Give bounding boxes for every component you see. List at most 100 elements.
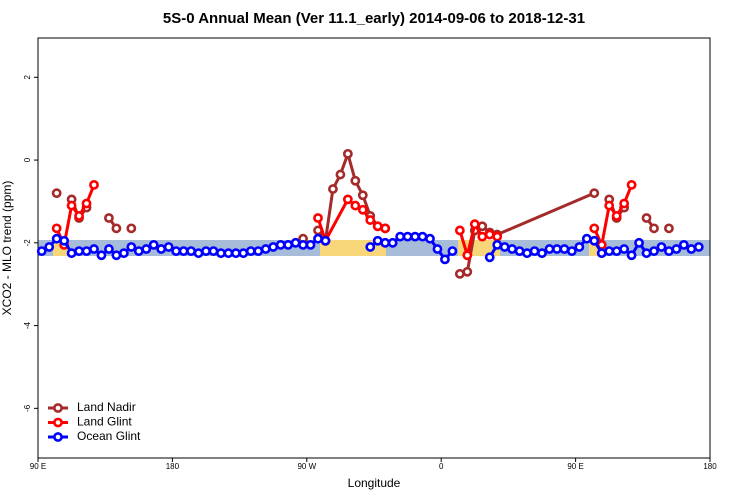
series-marker: [111, 250, 122, 261]
series-marker: [552, 244, 562, 254]
chart-title: 5S-0 Annual Mean (Ver 11.1_early) 2014-0…: [163, 10, 585, 27]
series-marker: [305, 239, 316, 250]
series-marker: [223, 248, 234, 259]
series-marker: [477, 231, 488, 242]
series-marker: [81, 246, 92, 257]
series-marker: [402, 231, 413, 242]
x-axis-label: Longitude: [348, 476, 401, 490]
y-tick-label: -4: [23, 321, 32, 329]
legend-marker: [53, 403, 63, 413]
series-marker: [51, 188, 62, 199]
series-marker: [193, 248, 204, 259]
series-marker: [126, 223, 137, 234]
series-marker: [320, 235, 331, 246]
series-marker: [537, 248, 547, 259]
series-marker: [104, 213, 114, 223]
series-marker: [581, 233, 592, 244]
series-marker: [664, 223, 674, 234]
series-marker: [74, 211, 84, 221]
series-marker: [611, 246, 622, 257]
series-marker: [298, 239, 308, 250]
series-marker: [634, 237, 644, 248]
series-marker: [357, 190, 368, 201]
series-marker: [350, 175, 361, 186]
series-marker: [454, 225, 465, 236]
series-marker: [51, 223, 62, 234]
y-tick-label: 2: [23, 75, 32, 80]
series-marker: [342, 148, 353, 159]
legend-label: Land Nadir: [77, 400, 136, 414]
series-marker: [104, 244, 114, 254]
x-tick-label: 90 E: [567, 462, 583, 471]
series-marker: [171, 246, 182, 257]
series-marker: [686, 244, 697, 254]
series-marker: [201, 246, 211, 257]
series-marker: [641, 248, 652, 259]
series-marker: [365, 215, 376, 225]
series-marker: [469, 219, 480, 230]
series-marker: [44, 242, 55, 252]
series-marker: [51, 233, 62, 244]
series-marker: [522, 248, 532, 259]
series-marker: [499, 242, 510, 252]
series-marker: [126, 242, 137, 252]
series-marker: [163, 242, 174, 252]
series-marker: [649, 246, 659, 257]
series-marker: [425, 233, 435, 244]
series-marker: [59, 235, 70, 246]
series-marker: [357, 204, 368, 215]
series-marker: [372, 235, 383, 246]
series-marker: [313, 213, 323, 223]
series-marker: [89, 179, 99, 190]
series-marker: [604, 200, 615, 211]
series-marker: [619, 198, 630, 209]
series-marker: [596, 248, 607, 259]
series-marker: [678, 239, 689, 250]
series-marker: [118, 248, 129, 259]
y-tick-label: 0: [23, 157, 32, 162]
series-marker: [626, 179, 637, 190]
series-marker: [253, 246, 264, 257]
series-marker: [372, 221, 383, 232]
series-marker: [574, 242, 585, 252]
series-marker: [604, 246, 615, 257]
series-marker: [447, 246, 458, 257]
series-marker: [380, 223, 391, 234]
series-marker: [230, 248, 241, 259]
series-marker: [462, 250, 473, 261]
series-marker: [81, 198, 92, 209]
x-tick-label: 180: [703, 462, 717, 471]
series-marker: [477, 221, 488, 232]
series-marker: [656, 242, 667, 252]
series-marker: [178, 246, 189, 257]
x-tick-label: 90 W: [297, 462, 316, 471]
series-marker: [283, 239, 294, 250]
series-marker: [514, 246, 525, 257]
series-marker: [96, 250, 107, 261]
legend-label: Ocean Glint: [77, 429, 141, 443]
series-marker: [641, 213, 652, 223]
series-marker: [484, 252, 495, 263]
series-marker: [380, 237, 391, 248]
series-marker: [216, 248, 226, 259]
x-tick-label: 0: [439, 462, 444, 471]
series-marker: [186, 246, 196, 257]
series-marker: [440, 254, 450, 265]
series-marker: [148, 239, 159, 250]
series-marker: [693, 242, 704, 252]
series-marker: [462, 266, 473, 277]
series-marker: [589, 235, 600, 246]
series-marker: [208, 246, 219, 257]
series-marker: [66, 200, 77, 211]
series-marker: [507, 244, 518, 254]
series-marker: [589, 223, 600, 234]
series-marker: [664, 246, 674, 257]
series-marker: [238, 248, 249, 259]
series-marker: [566, 246, 577, 257]
series-marker: [275, 239, 286, 250]
series-marker: [365, 242, 376, 252]
series-marker: [260, 244, 271, 254]
series-marker: [454, 268, 465, 279]
series-marker: [484, 229, 495, 240]
